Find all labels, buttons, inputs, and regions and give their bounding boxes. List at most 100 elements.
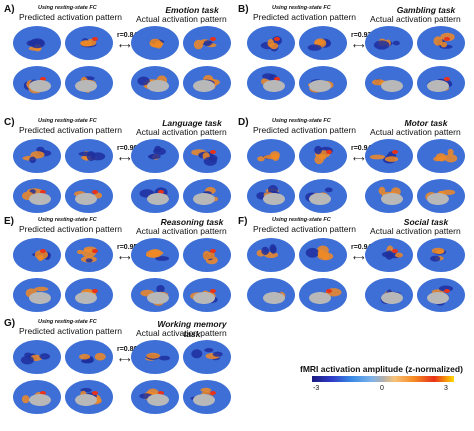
medial-right-hemisphere (183, 66, 231, 100)
medial-left-hemisphere (131, 278, 179, 312)
medial-left-hemisphere (13, 278, 61, 312)
medial-right-hemisphere (417, 66, 465, 100)
colorbar-mid-label: 0 (380, 385, 384, 392)
double-arrow-icon: ⟷ (119, 154, 131, 163)
double-arrow-icon: ⟷ (119, 253, 131, 262)
resting-state-note: Using resting-state FC (38, 319, 97, 325)
medial-left-hemisphere (247, 66, 295, 100)
medial-right-hemisphere (299, 179, 347, 213)
double-arrow-icon: ⟷ (353, 154, 365, 163)
lateral-left-hemisphere (365, 238, 413, 272)
lateral-left-hemisphere (365, 26, 413, 60)
correlation-value: r=0.94 (351, 244, 372, 251)
medial-left-hemisphere (13, 380, 61, 414)
correlation-value: r=0.90 (117, 145, 138, 152)
actual-label: Actual activation pattern (370, 14, 461, 24)
resting-state-note: Using resting-state FC (272, 217, 331, 223)
predicted-brain-maps (13, 238, 113, 312)
lateral-right-hemisphere (65, 26, 113, 60)
medial-right-hemisphere (65, 380, 113, 414)
lateral-right-hemisphere (299, 26, 347, 60)
double-arrow-icon: ⟷ (353, 41, 365, 50)
medial-left-hemisphere (131, 66, 179, 100)
resting-state-note: Using resting-state FC (38, 118, 97, 124)
predicted-brain-maps (247, 238, 347, 312)
predicted-brain-maps (247, 139, 347, 213)
medial-left-hemisphere (13, 179, 61, 213)
task-title: Working memory task (157, 319, 227, 339)
task-title: Language task (162, 118, 222, 128)
correlation-value: r=0.84 (117, 32, 138, 39)
double-arrow-icon: ⟷ (119, 355, 131, 364)
predicted-label: Predicted activation pattern (19, 12, 123, 22)
panel-working-memory: G) Using resting-state FC Predicted acti… (4, 318, 234, 420)
panel-reasoning: E) Using resting-state FC Predicted acti… (4, 216, 234, 318)
panel-letter: A) (4, 4, 15, 15)
actual-label: Actual activation pattern (370, 127, 461, 137)
colorbar-min-label: -3 (313, 385, 320, 392)
lateral-left-hemisphere (13, 238, 61, 272)
lateral-left-hemisphere (13, 139, 61, 173)
lateral-left-hemisphere (131, 340, 179, 374)
panel-letter: F) (238, 216, 248, 227)
lateral-right-hemisphere (183, 26, 231, 60)
lateral-left-hemisphere (131, 238, 179, 272)
predicted-brain-maps (13, 139, 113, 213)
actual-brain-maps (131, 26, 231, 100)
panel-letter: C) (4, 117, 15, 128)
actual-brain-maps (131, 139, 231, 213)
actual-label: Actual activation pattern (136, 328, 227, 338)
lateral-right-hemisphere (183, 340, 231, 374)
resting-state-note: Using resting-state FC (272, 118, 331, 124)
colorbar-max-label: 3 (444, 385, 448, 392)
medial-left-hemisphere (131, 380, 179, 414)
panel-emotion: A) Using resting-state FC Predicted acti… (4, 4, 234, 106)
actual-brain-maps (365, 139, 465, 213)
medial-right-hemisphere (299, 66, 347, 100)
medial-left-hemisphere (131, 179, 179, 213)
panel-letter: D) (238, 117, 249, 128)
predicted-brain-maps (247, 26, 347, 100)
lateral-right-hemisphere (417, 238, 465, 272)
resting-state-note: Using resting-state FC (272, 5, 331, 11)
predicted-label: Predicted activation pattern (253, 125, 357, 135)
predicted-label: Predicted activation pattern (19, 326, 123, 336)
colorbar (312, 376, 454, 382)
medial-left-hemisphere (365, 66, 413, 100)
double-arrow-icon: ⟷ (353, 253, 365, 262)
correlation-value: r=0.94 (351, 145, 372, 152)
actual-brain-maps (131, 340, 231, 414)
medial-right-hemisphere (417, 278, 465, 312)
correlation-value: r=0.93 (351, 32, 372, 39)
lateral-right-hemisphere (65, 238, 113, 272)
medial-right-hemisphere (183, 179, 231, 213)
lateral-right-hemisphere (183, 139, 231, 173)
medial-left-hemisphere (247, 278, 295, 312)
panel-letter: B) (238, 4, 249, 15)
actual-label: Actual activation pattern (370, 226, 461, 236)
task-title: Social task (403, 217, 449, 227)
actual-brain-maps (365, 238, 465, 312)
actual-brain-maps (365, 26, 465, 100)
panel-letter: E) (4, 216, 14, 227)
predicted-brain-maps (13, 26, 113, 100)
resting-state-note: Using resting-state FC (38, 5, 97, 11)
predicted-label: Predicted activation pattern (253, 12, 357, 22)
actual-brain-maps (131, 238, 231, 312)
lateral-right-hemisphere (299, 238, 347, 272)
medial-left-hemisphere (13, 66, 61, 100)
predicted-label: Predicted activation pattern (253, 224, 357, 234)
task-title: Motor task (404, 118, 448, 128)
lateral-left-hemisphere (247, 139, 295, 173)
medial-right-hemisphere (299, 278, 347, 312)
actual-label: Actual activation pattern (136, 226, 227, 236)
lateral-left-hemisphere (13, 26, 61, 60)
lateral-left-hemisphere (131, 139, 179, 173)
lateral-right-hemisphere (183, 238, 231, 272)
task-title: Emotion task (165, 5, 219, 15)
medial-right-hemisphere (183, 278, 231, 312)
panel-letter: G) (4, 318, 16, 329)
medial-right-hemisphere (65, 179, 113, 213)
correlation-value: r=0.86 (117, 346, 138, 353)
predicted-label: Predicted activation pattern (19, 224, 123, 234)
